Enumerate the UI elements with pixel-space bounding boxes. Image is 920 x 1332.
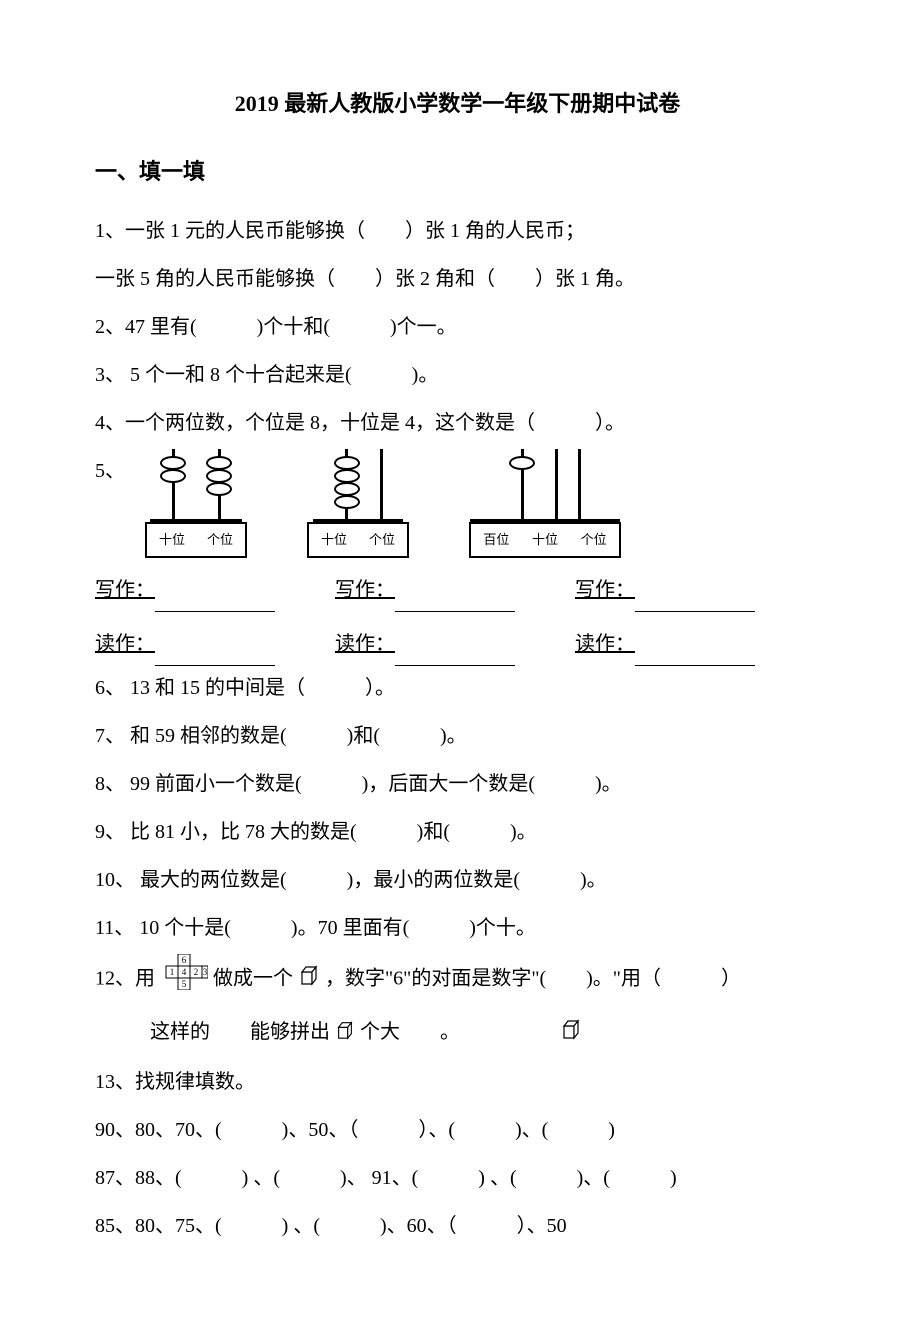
abacus-1-label-ones: 个位: [207, 526, 233, 555]
abacus-3-label-ones: 个位: [581, 526, 607, 555]
abacus-1-label-tens: 十位: [159, 526, 185, 555]
question-1b: 一张 5 角的人民币能够换（ ）张 2 角和（ ）张 1 角。: [95, 257, 820, 301]
question-8: 8、 99 前面小一个数是( )，后面大一个数是( )。: [95, 762, 820, 806]
cube-net-icon: 6 1 4 2 3 5: [160, 954, 208, 1006]
question-4: 4、一个两位数，个位是 8，十位是 4，这个数是（ ）。: [95, 401, 820, 445]
question-1a: 1、一张 1 元的人民币能够换（ ）张 1 角的人民币；: [95, 209, 820, 253]
write-row: 写作： 写作： 写作：: [95, 568, 820, 612]
question-10: 10、 最大的两位数是( )，最小的两位数是( )。: [95, 858, 820, 902]
svg-text:4: 4: [182, 967, 187, 977]
question-11: 11、 10 个十是( )。70 里面有( )个十。: [95, 906, 820, 950]
read-2: 读作：: [335, 633, 395, 655]
question-5: 5、 十位 个位 十位 个位: [95, 449, 820, 559]
abacus-3: 百位 十位 个位: [469, 449, 621, 559]
abacus-3-label-hundreds: 百位: [483, 526, 509, 555]
q12b-mid: 个大 。: [360, 1021, 460, 1043]
question-7: 7、 和 59 相邻的数是( )和( )。: [95, 714, 820, 758]
section-1-header: 一、填一填: [95, 148, 820, 196]
read-3: 读作：: [575, 633, 635, 655]
q12a-prefix: 12、用: [95, 968, 155, 990]
question-13-2: 87、88、( ) 、( )、 91、( ) 、( )、( ): [95, 1156, 820, 1200]
question-12b: 这样的 能够拼出 个大 。: [95, 1010, 820, 1055]
write-2: 写作：: [335, 579, 395, 601]
page-title: 2019 最新人教版小学数学一年级下册期中试卷: [95, 80, 820, 128]
question-6: 6、 13 和 15 的中间是（ ）。: [95, 666, 820, 710]
question-5-label: 5、: [95, 449, 125, 493]
read-1: 读作：: [95, 633, 155, 655]
abacus-2-label-tens: 十位: [321, 526, 347, 555]
write-1: 写作：: [95, 579, 155, 601]
svg-text:3: 3: [203, 967, 208, 977]
svg-text:1: 1: [170, 967, 175, 977]
abacus-2-label-ones: 个位: [369, 526, 395, 555]
abacus-1: 十位 个位: [145, 449, 247, 559]
q12a-suffix: ，数字"6"的对面是数字"( )。"用（ ）: [325, 968, 741, 990]
q12a-mid: 做成一个: [213, 968, 298, 990]
read-row: 读作： 读作： 读作：: [95, 622, 820, 666]
abacus-2: 十位 个位: [307, 449, 409, 559]
svg-text:6: 6: [182, 955, 187, 965]
question-9: 9、 比 81 小，比 78 大的数是( )和( )。: [95, 810, 820, 854]
svg-text:5: 5: [182, 979, 187, 989]
question-13-3: 85、80、75、( ) 、( )、60、（ ）、50: [95, 1204, 820, 1248]
question-2: 2、47 里有( )个十和( )个一。: [95, 305, 820, 349]
write-3: 写作：: [575, 579, 635, 601]
abacus-3-label-tens: 十位: [532, 526, 558, 555]
question-13-1: 90、80、70、( )、50、（ ）、( )、( ): [95, 1108, 820, 1152]
cube-icon-1: [298, 958, 320, 1002]
cube-icon-3: [560, 1012, 582, 1056]
cube-icon-2: [335, 1012, 355, 1056]
question-13-header: 13、找规律填数。: [95, 1060, 820, 1104]
question-12a: 12、用 6 1 4 2 3 5 做成一个: [95, 954, 820, 1006]
question-3: 3、 5 个一和 8 个十合起来是( )。: [95, 353, 820, 397]
q12b-prefix: 这样的 能够拼出: [150, 1021, 330, 1043]
svg-text:2: 2: [194, 967, 199, 977]
